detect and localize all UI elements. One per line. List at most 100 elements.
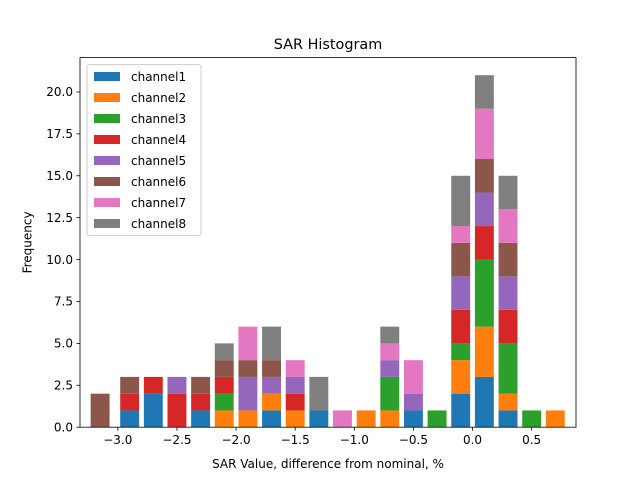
bar-channel8-bin-12	[380, 326, 400, 344]
bar-channel3-bin-5	[214, 393, 234, 411]
legend-swatch-channel2	[94, 93, 120, 102]
bar-channel8-bin-5	[214, 343, 234, 361]
y-tick-label: 2.5	[54, 378, 73, 392]
bar-channel3-bin-15	[451, 343, 471, 361]
bar-channel2-bin-6	[238, 410, 258, 428]
bar-channel1-bin-15	[451, 393, 471, 428]
bar-channel1-bin-13	[403, 410, 423, 428]
y-tick-label: 17.5	[46, 127, 73, 141]
bar-channel1-bin-7	[262, 410, 281, 428]
legend-swatch-channel3	[94, 114, 120, 123]
bar-channel7-bin-17	[498, 209, 518, 243]
bar-channel4-bin-5	[214, 376, 234, 394]
bar-channel7-bin-15	[451, 226, 471, 243]
bar-channel2-bin-11	[356, 410, 376, 428]
legend-label-channel1: channel1	[131, 70, 186, 84]
bar-channel2-bin-8	[285, 410, 305, 428]
bar-channel1-bin-4	[191, 410, 211, 428]
bar-channel4-bin-2	[143, 376, 163, 394]
bar-channel3-bin-16	[474, 259, 494, 327]
bar-channel5-bin-13	[403, 393, 423, 411]
legend: channel1 channel2 channel3 channel4 channel5…	[86, 64, 202, 237]
bar-channel7-bin-13	[403, 360, 423, 394]
bar-channel7-bin-12	[380, 343, 400, 361]
x-tick-label: −3.0	[103, 433, 132, 447]
bar-channel5-bin-7	[262, 376, 281, 394]
bar-channel6-bin-4	[191, 376, 211, 394]
bar-channel5-bin-12	[380, 360, 400, 377]
x-tick-label: −1.5	[281, 433, 310, 447]
bar-channel2-bin-5	[214, 410, 234, 428]
bar-channel7-bin-10	[333, 410, 352, 428]
bar-channel1-bin-16	[474, 376, 494, 428]
y-axis-label: Frequency	[21, 211, 35, 273]
bar-channel3-bin-14	[427, 410, 447, 428]
bar-channel4-bin-1	[120, 393, 140, 411]
bar-channel6-bin-17	[498, 242, 518, 277]
bar-channel8-bin-16	[474, 75, 494, 109]
chart-title: SAR Histogram	[274, 37, 382, 53]
legend-swatch-channel4	[94, 135, 120, 144]
bar-channel5-bin-15	[451, 276, 471, 310]
legend-label-channel6: channel6	[131, 175, 186, 189]
bar-channel7-bin-6	[238, 326, 258, 361]
y-tick-label: 15.0	[46, 169, 73, 183]
legend-label-channel4: channel4	[131, 133, 186, 147]
bar-channel3-bin-12	[380, 376, 400, 411]
bar-channel6-bin-6	[238, 360, 258, 377]
bar-channel6-bin-7	[262, 360, 281, 377]
y-axis-ticks: 0.0 2.5 5.0 7.5 10.0 12.5 15.0 17.5 20.0	[46, 85, 80, 434]
bar-channel6-bin-0	[90, 393, 110, 428]
bar-channel4-bin-8	[285, 393, 305, 411]
y-tick-label: 7.5	[54, 295, 73, 309]
y-tick-label: 12.5	[46, 211, 73, 225]
bar-channel4-bin-3	[167, 393, 187, 428]
bar-channel7-bin-16	[474, 108, 494, 160]
bar-channel5-bin-17	[498, 276, 518, 310]
bar-channel6-bin-5	[214, 360, 234, 377]
bar-channel3-bin-17	[498, 343, 518, 394]
bar-channel5-bin-16	[474, 192, 494, 227]
x-tick-label: −2.0	[222, 433, 251, 447]
plot-frame	[79, 57, 577, 428]
bar-channel2-bin-15	[451, 360, 471, 394]
bar-channel8-bin-7	[262, 326, 281, 361]
bar-channel4-bin-4	[191, 393, 211, 411]
bar-channel3-bin-18	[522, 410, 542, 428]
bar-channel8-bin-17	[498, 175, 518, 210]
y-tick-label: 0.0	[54, 420, 73, 434]
bar-channel1-bin-2	[143, 393, 163, 428]
legend-label-channel5: channel5	[131, 154, 186, 168]
legend-label-channel7: channel7	[131, 196, 186, 210]
bar-channel8-bin-15	[451, 175, 471, 227]
bar-channel7-bin-8	[285, 360, 305, 377]
x-axis-label: SAR Value, difference from nominal, %	[212, 457, 444, 471]
bars-layer	[90, 75, 565, 428]
legend-swatch-channel5	[94, 156, 120, 165]
bar-channel4-bin-17	[498, 309, 518, 344]
bar-channel5-bin-6	[238, 376, 258, 411]
bar-channel6-bin-15	[451, 242, 471, 277]
x-tick-label: 0.5	[522, 433, 541, 447]
legend-label-channel3: channel3	[131, 112, 186, 126]
legend-swatch-channel1	[94, 72, 120, 81]
bar-channel2-bin-17	[498, 393, 518, 411]
x-axis-ticks: −3.0 −2.5 −2.0 −1.5 −1.0 −0.5 0.0 0.5	[103, 427, 541, 447]
x-tick-label: −0.5	[399, 433, 428, 447]
bar-channel4-bin-15	[451, 309, 471, 344]
bar-channel2-bin-19	[545, 410, 565, 428]
bar-channel6-bin-1	[120, 376, 140, 394]
bar-channel5-bin-3	[167, 376, 187, 394]
bar-channel6-bin-16	[474, 159, 494, 193]
legend-label-channel8: channel8	[131, 217, 186, 231]
bar-channel8-bin-9	[309, 376, 329, 411]
legend-box	[86, 64, 202, 237]
bar-channel2-bin-12	[380, 410, 400, 428]
bar-channel1-bin-1	[120, 410, 140, 428]
bar-channel4-bin-16	[474, 226, 494, 260]
x-tick-label: −2.5	[162, 433, 191, 447]
legend-swatch-channel7	[94, 198, 120, 207]
legend-swatch-channel8	[94, 219, 120, 228]
legend-label-channel2: channel2	[131, 91, 186, 105]
